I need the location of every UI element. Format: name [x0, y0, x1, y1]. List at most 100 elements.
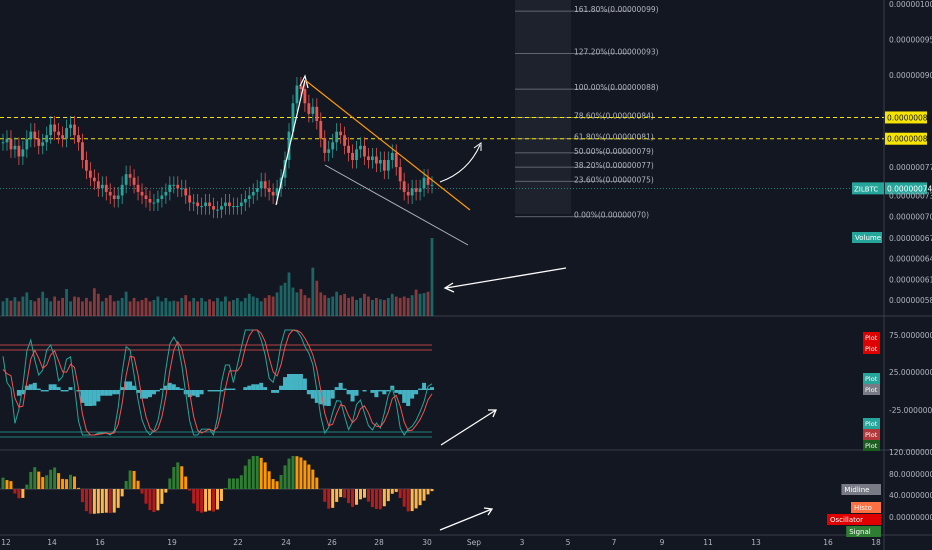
candle-body	[402, 181, 406, 192]
volume-bar	[430, 238, 434, 316]
macd-histogram-bar	[267, 471, 271, 489]
price-axis[interactable]: 0.00000100 0.00000095 0.00000090 0.00000077…	[889, 0, 932, 305]
price-tick-label: 0.00000073	[889, 191, 932, 200]
volume-bar	[311, 267, 315, 316]
volume-tick-label: 0.00000061	[889, 275, 932, 284]
volume-bar	[140, 300, 144, 316]
trend-drawings[interactable]	[275, 74, 567, 531]
stochastic-k-line	[2, 329, 433, 437]
fib-level-label: 23.60%(0.00000075)	[574, 175, 654, 184]
momentum-histogram-bar	[211, 390, 216, 392]
macd-histogram-bar	[208, 489, 212, 511]
macd-histogram-bar	[374, 489, 378, 509]
momentum-histogram-bar	[28, 384, 33, 390]
descending-resistance-line[interactable]	[304, 79, 471, 211]
candle-body	[374, 156, 378, 164]
volume-bar	[188, 301, 192, 316]
macd-histogram-bar	[188, 489, 192, 491]
time-tick-label: 3	[520, 538, 525, 547]
macd-histogram-bar	[112, 489, 116, 513]
candle-body	[398, 167, 402, 182]
volume-bar	[5, 297, 9, 316]
macd-histogram-bar	[168, 478, 172, 489]
macd-histogram-bar	[69, 474, 73, 489]
volume-bar	[212, 301, 215, 316]
candle-body	[1, 142, 5, 144]
momentum-histogram-bar	[132, 385, 137, 390]
candle-body	[275, 188, 279, 196]
candle-body	[92, 177, 96, 182]
macd-histogram-bar	[25, 484, 29, 489]
candle-body	[140, 191, 144, 196]
volume-bar	[85, 297, 88, 316]
macd-histogram-bar	[80, 489, 84, 503]
candle-body	[216, 209, 219, 211]
candle-body	[33, 131, 37, 139]
volume-pointer-arrow[interactable]	[445, 267, 567, 289]
macd-legend-label: Midline	[844, 486, 869, 494]
momentum-histogram-bar	[207, 390, 212, 392]
candle-body	[148, 199, 152, 203]
volume-bar	[220, 301, 223, 316]
volume-bar	[200, 297, 204, 316]
candle-body	[188, 195, 192, 203]
volume-bar	[33, 301, 37, 316]
macd-pointer-arrow[interactable]	[439, 508, 493, 531]
candle-body	[259, 181, 263, 189]
candle-body	[53, 124, 57, 132]
fibonacci-extension[interactable]: 161.80%(0.00000099) 127.20%(0.00000093) 10…	[515, 0, 659, 220]
time-tick-label: Sep	[467, 538, 481, 547]
macd-legend-badge	[841, 484, 881, 495]
momentum-histogram-bar	[112, 390, 117, 395]
candle-body	[25, 138, 29, 150]
volume-bar	[124, 291, 128, 316]
volume-bar	[53, 296, 57, 316]
momentum-histogram-bar	[410, 390, 415, 399]
macd-histogram-bar	[283, 465, 287, 489]
candle-body	[422, 177, 426, 189]
volume-badge	[852, 232, 882, 243]
candle-body	[85, 160, 88, 171]
impulse-trend-line[interactable]	[275, 79, 306, 206]
momentum-histogram-bar	[243, 387, 248, 390]
volume-bar	[132, 297, 136, 316]
volume-bar	[204, 301, 207, 316]
candle-body	[271, 191, 275, 196]
volume-bar	[251, 296, 255, 316]
time-axis[interactable]: 12 14 16 19 22 24 26 28 30 Sep 3 5 7 9 11 13 16 18	[1, 538, 881, 547]
candle-body	[295, 85, 299, 104]
macd-histogram-bar	[362, 489, 366, 498]
candle-body	[88, 170, 92, 178]
plot-badge	[863, 418, 880, 429]
candle-body	[124, 174, 128, 185]
macd-histogram-bar	[57, 473, 61, 489]
macd-legend-label: Signal	[849, 528, 871, 536]
breakout-projection-curve[interactable]	[439, 144, 481, 183]
macd-histogram-bar	[104, 489, 108, 513]
volume-bar	[57, 300, 61, 316]
macd-histogram-bar	[331, 489, 335, 508]
candle-body	[386, 160, 390, 171]
macd-histogram-bar	[184, 476, 188, 489]
macd-histogram-bar	[382, 489, 386, 507]
horizontal-levels[interactable]: 0.00000084 0.00000081 ZILBTC 0.00000074 Volu…	[0, 111, 932, 243]
volume-bar	[25, 292, 29, 316]
momentum-histogram-bar	[179, 388, 184, 390]
momentum-histogram-bar	[68, 387, 73, 390]
candle-body	[61, 135, 64, 139]
macd-histogram-bar	[410, 489, 414, 512]
volume-bar	[216, 297, 219, 316]
descending-support-line[interactable]	[324, 164, 469, 246]
momentum-histogram-bar	[159, 388, 164, 390]
momentum-histogram-bar	[52, 384, 57, 390]
macd-legend-badge	[851, 502, 881, 513]
oscillator-pointer-arrow[interactable]	[440, 409, 497, 446]
macd-histogram-bar	[73, 476, 76, 489]
macd-legend-badge	[827, 514, 881, 525]
volume-bar	[386, 297, 390, 316]
momentum-histogram-bar	[398, 390, 403, 395]
volume-bar	[243, 297, 247, 316]
candle-body	[382, 160, 386, 171]
macd-tick-label: 120.00000000	[889, 448, 932, 457]
